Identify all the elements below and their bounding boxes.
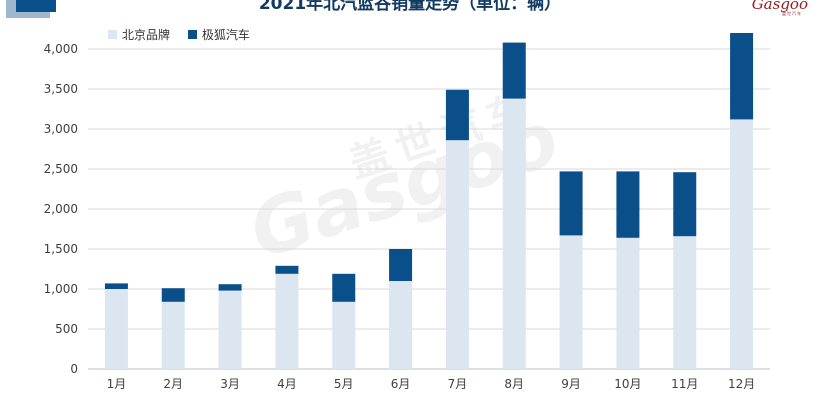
x-tick-label: 6月 xyxy=(391,377,411,391)
bar-beijing xyxy=(218,290,242,369)
legend-label-beijing: 北京品牌 xyxy=(122,28,171,42)
legend-label-arcfox: 极狐汽车 xyxy=(201,28,250,42)
x-tick-label: 12月 xyxy=(728,377,755,391)
legend-swatch-arcfox xyxy=(187,30,197,39)
y-tick-label: 3,500 xyxy=(44,82,78,96)
y-tick-label: 2,000 xyxy=(44,202,78,216)
x-tick-label: 7月 xyxy=(448,377,468,391)
bar-arcfox xyxy=(104,283,128,289)
legend-swatch-beijing xyxy=(108,30,117,39)
x-tick-label: 2月 xyxy=(163,377,183,391)
gasgoo-logo-sub: 盖世汽车 xyxy=(782,11,802,16)
bar-beijing xyxy=(161,301,185,369)
bar-arcfox xyxy=(673,172,697,237)
bar-arcfox xyxy=(559,171,583,236)
bar-beijing xyxy=(104,289,128,369)
bar-arcfox xyxy=(616,171,640,238)
bar-beijing xyxy=(332,301,356,369)
bar-beijing xyxy=(673,236,697,369)
corner-decoration xyxy=(0,0,60,20)
y-tick-label: 2,500 xyxy=(44,162,78,176)
chart-title: 2021年北汽蓝谷销量走势（单位：辆） xyxy=(258,0,562,14)
gasgoo-logo: Gasgoo xyxy=(751,0,808,13)
legend-item-beijing: 北京品牌 xyxy=(108,26,170,43)
bar-beijing xyxy=(730,119,754,370)
bar-arcfox xyxy=(502,42,526,99)
y-tick-label: 1,500 xyxy=(44,242,78,256)
bar-arcfox xyxy=(161,288,185,302)
x-tick-label: 1月 xyxy=(107,377,127,391)
y-tick-label: 3,000 xyxy=(44,122,78,136)
y-tick-label: 0 xyxy=(70,362,78,376)
bar-arcfox xyxy=(730,33,754,120)
y-tick-label: 500 xyxy=(55,322,78,336)
x-tick-label: 3月 xyxy=(220,377,240,391)
x-tick-label: 10月 xyxy=(614,377,641,391)
bar-beijing xyxy=(502,98,526,369)
bar-arcfox xyxy=(332,273,356,302)
bar-arcfox xyxy=(218,284,242,291)
x-tick-label: 11月 xyxy=(671,377,698,391)
bar-beijing xyxy=(275,273,299,369)
legend: 北京品牌 极狐汽车 xyxy=(108,26,264,43)
x-tick-label: 8月 xyxy=(504,377,524,391)
x-tick-label: 9月 xyxy=(561,377,581,391)
bar-beijing xyxy=(559,235,583,369)
legend-item-arcfox: 极狐汽车 xyxy=(187,26,250,43)
y-tick-label: 1,000 xyxy=(44,282,78,296)
x-tick-label: 4月 xyxy=(277,377,297,391)
y-tick-label: 4,000 xyxy=(44,42,78,56)
bar-arcfox xyxy=(389,249,413,281)
bar-beijing xyxy=(616,237,640,369)
bar-beijing xyxy=(445,140,469,369)
bar-arcfox xyxy=(275,265,299,274)
x-tick-label: 5月 xyxy=(334,377,354,391)
bar-arcfox xyxy=(445,89,469,141)
bar-beijing xyxy=(389,281,413,369)
